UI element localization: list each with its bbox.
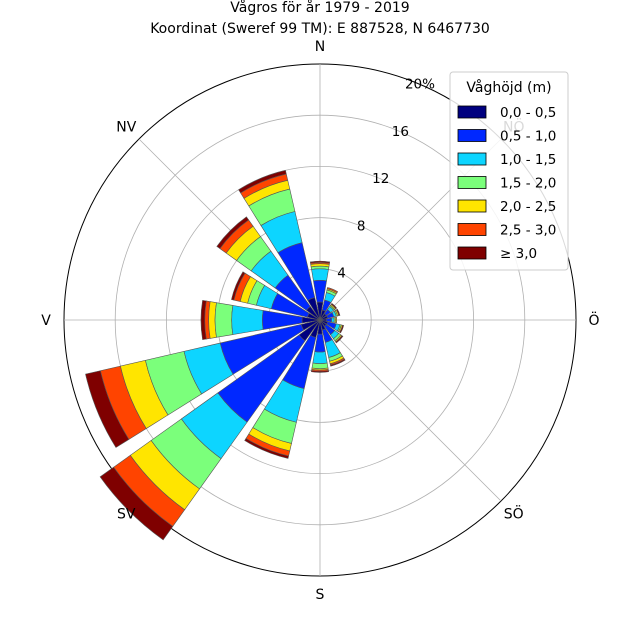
direction-bar bbox=[99, 319, 321, 541]
legend-label: 0,5 - 1,0 bbox=[500, 129, 556, 145]
legend-entry: 2,5 - 3,0 bbox=[457, 223, 556, 239]
legend-title: Våghöjd (m) bbox=[466, 79, 551, 96]
legend-entry: 0,0 - 0,5 bbox=[457, 105, 556, 121]
radial-tick-label: 12 bbox=[372, 171, 389, 187]
direction-bar bbox=[216, 216, 321, 321]
legend-box bbox=[449, 71, 569, 271]
direction-bar bbox=[319, 308, 341, 321]
direction-label: V bbox=[41, 313, 51, 329]
legend-label: 0,0 - 0,5 bbox=[500, 105, 556, 121]
bar-segment bbox=[311, 268, 329, 282]
radial-tick-label: 8 bbox=[357, 218, 366, 234]
rose-bars bbox=[85, 169, 346, 541]
radial-tick-label: 20% bbox=[405, 76, 435, 92]
radial-tick-label: 4 bbox=[337, 266, 346, 282]
direction-bar bbox=[319, 302, 338, 321]
direction-label: N bbox=[315, 39, 325, 55]
direction-bar bbox=[244, 319, 321, 459]
legend-swatch bbox=[457, 105, 487, 119]
legend-swatch bbox=[457, 199, 487, 213]
legend-entry: 1,0 - 1,5 bbox=[457, 152, 556, 168]
direction-bar bbox=[85, 319, 321, 448]
bar-segment bbox=[301, 316, 321, 324]
direction-bar bbox=[231, 271, 321, 321]
bar-segment bbox=[298, 319, 321, 342]
legend-swatch bbox=[457, 176, 487, 189]
direction-label: SV bbox=[117, 507, 136, 523]
legend-label: 2,5 - 3,0 bbox=[500, 223, 556, 239]
bar-segment bbox=[306, 306, 321, 321]
radial-tick-label: 16 bbox=[392, 124, 409, 140]
direction-bar bbox=[319, 287, 339, 321]
direction-bar bbox=[310, 319, 330, 373]
legend-label: 2,0 - 2,5 bbox=[500, 199, 556, 215]
legend-entry: 2,0 - 2,5 bbox=[457, 199, 556, 215]
grid-spoke bbox=[319, 319, 502, 502]
legend-swatch bbox=[457, 129, 487, 142]
direction-label: S bbox=[316, 587, 325, 603]
radial-tick-labels: 4 8 12 16 20% bbox=[337, 76, 435, 281]
bar-segment bbox=[214, 302, 234, 338]
bar-segment bbox=[231, 305, 264, 335]
legend-entry: 1,5 - 2,0 bbox=[457, 176, 556, 192]
direction-bar bbox=[238, 169, 321, 321]
legend-entry: 0,5 - 1,0 bbox=[457, 129, 556, 145]
legend-swatch bbox=[457, 246, 487, 260]
direction-label: Ö bbox=[588, 311, 599, 329]
chart-title: Vågros för år 1979 - 2019 bbox=[230, 0, 409, 16]
direction-bar bbox=[319, 319, 344, 344]
direction-bar bbox=[319, 319, 346, 367]
legend-swatch bbox=[457, 223, 487, 236]
direction-label: NV bbox=[116, 119, 136, 135]
bar-segment bbox=[300, 319, 321, 331]
bar-segment bbox=[312, 351, 328, 364]
legend-entry: ≥ 3,0 bbox=[457, 246, 537, 262]
legend: Våghöjd (m) 0,0 - 0,5 0,5 - 1,0 1,0 - 1,5 1,… bbox=[449, 71, 569, 271]
legend-swatch bbox=[457, 152, 487, 166]
bar-segment bbox=[310, 319, 321, 338]
bar-segment bbox=[307, 297, 321, 321]
legend-label: ≥ 3,0 bbox=[500, 246, 537, 262]
direction-label: SÖ bbox=[504, 505, 524, 523]
direction-bar bbox=[319, 316, 337, 324]
bar-segment bbox=[316, 301, 324, 321]
legend-label: 1,0 - 1,5 bbox=[500, 152, 556, 168]
legend-label: 1,5 - 2,0 bbox=[500, 176, 556, 192]
direction-bar bbox=[200, 300, 321, 340]
chart-subtitle: Koordinat (Sweref 99 TM): E 887528, N 64… bbox=[150, 21, 490, 37]
direction-bar bbox=[309, 260, 331, 321]
